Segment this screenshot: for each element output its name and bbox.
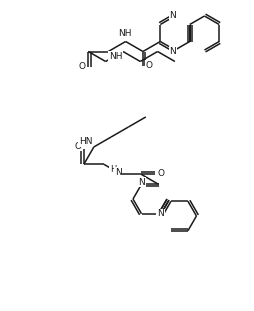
Text: N: N	[170, 11, 176, 20]
Text: O: O	[74, 142, 81, 151]
Text: O: O	[158, 169, 165, 178]
Text: NH: NH	[118, 29, 131, 38]
Text: N: N	[170, 47, 176, 55]
Text: H: H	[110, 165, 116, 174]
Text: O: O	[79, 62, 86, 71]
Text: NH: NH	[109, 52, 122, 61]
Text: N: N	[157, 209, 164, 218]
Text: N: N	[138, 178, 145, 187]
Text: HN: HN	[79, 137, 93, 146]
Text: O: O	[146, 61, 152, 70]
Text: N: N	[115, 168, 122, 177]
